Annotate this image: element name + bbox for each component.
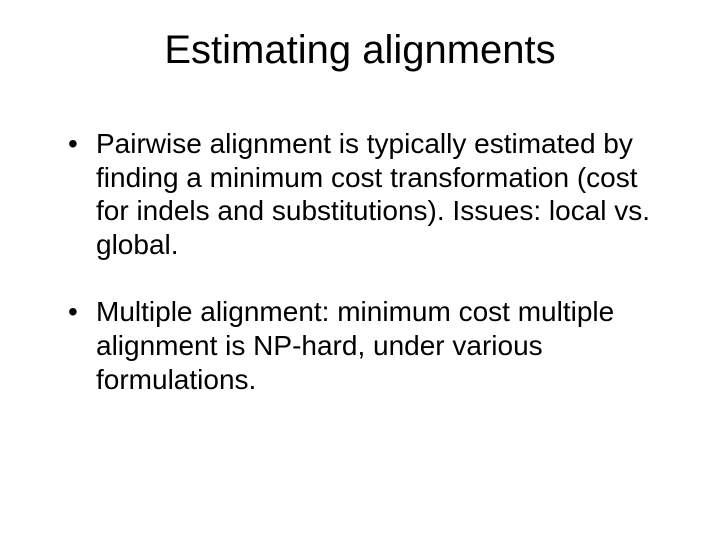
list-item: Multiple alignment: minimum cost multipl… [68,295,670,396]
slide-title: Estimating alignments [50,28,670,73]
list-item: Pairwise alignment is typically estimate… [68,127,670,261]
slide: Estimating alignments Pairwise alignment… [0,0,720,540]
bullet-list: Pairwise alignment is typically estimate… [50,127,670,396]
